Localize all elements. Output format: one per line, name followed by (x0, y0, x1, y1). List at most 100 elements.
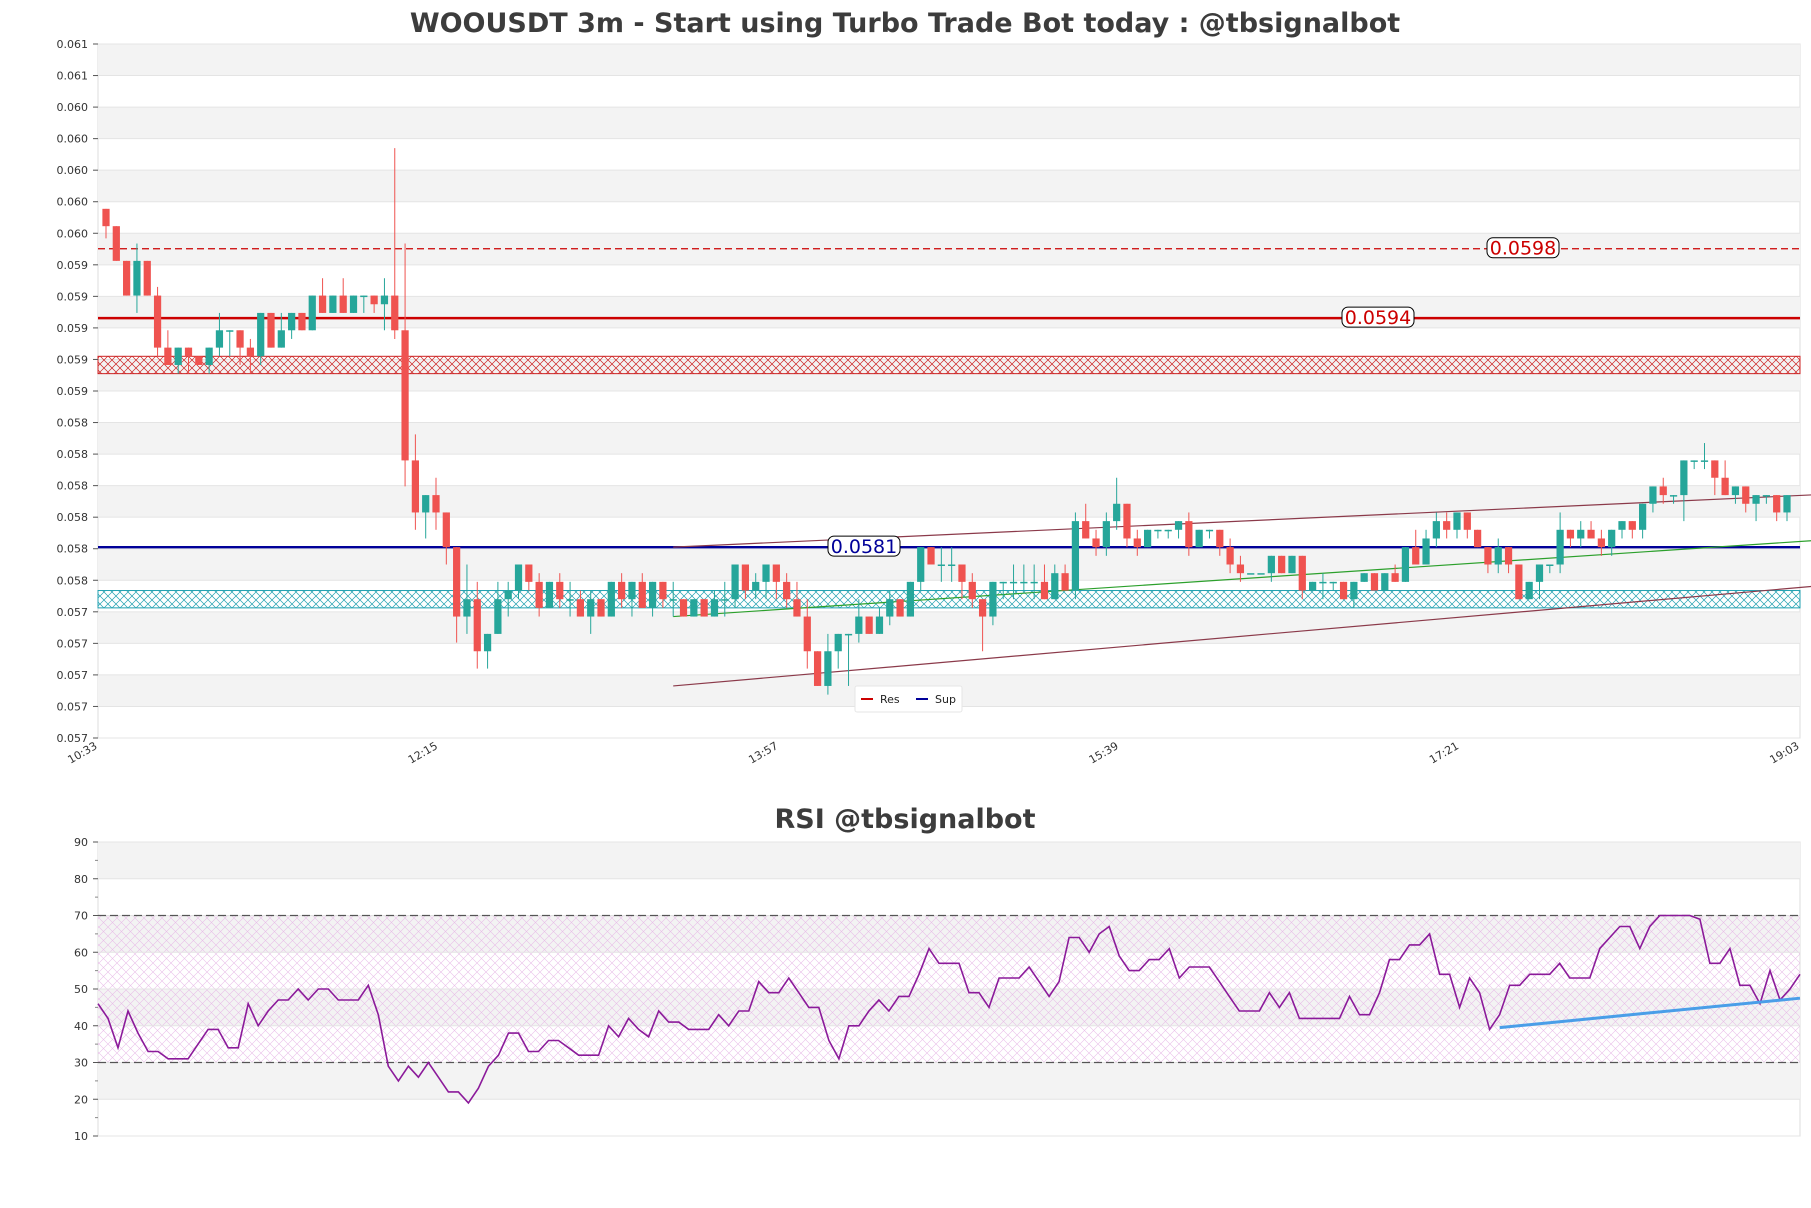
candle-up (1618, 521, 1626, 530)
candle-up (731, 564, 739, 600)
candle-down (236, 330, 244, 348)
candle-up (824, 651, 832, 686)
channel-upper-line (673, 494, 1811, 548)
price-y-tick-label: 0.058 (57, 417, 89, 430)
candle-down (143, 260, 151, 296)
res-zone (97, 355, 1801, 375)
candle-up (349, 295, 358, 313)
candle-up (1329, 581, 1337, 584)
candle-down (556, 581, 564, 600)
price-x-tick-label: 17:21 (1427, 739, 1461, 766)
candle-down (1391, 573, 1399, 582)
candle-down (1061, 573, 1069, 591)
legend: Res Sup (854, 685, 963, 713)
candle-up (875, 616, 884, 634)
candle-up (215, 330, 224, 348)
rsi-line (97, 914, 1801, 1105)
level-label-box (827, 535, 901, 557)
candle-down (927, 547, 935, 565)
price-y-tick-label: 0.059 (57, 385, 89, 398)
price-y-tick-label: 0.059 (57, 259, 89, 272)
level-label-res: 0.0594 (1345, 307, 1411, 329)
candle-up (690, 599, 698, 617)
candle-down (865, 616, 873, 634)
sup-zone (97, 590, 1801, 609)
candle-down (246, 347, 254, 357)
rsi-y-tick-label: 50 (74, 983, 88, 996)
candle-up (1752, 495, 1760, 504)
price-y-tick-label: 0.059 (57, 322, 89, 335)
candle-up (504, 590, 512, 600)
candle-down (1040, 581, 1049, 600)
candle-up (752, 581, 760, 591)
candle-down (391, 295, 399, 331)
rsi-y-tick-label: 10 (74, 1130, 88, 1143)
candle-up (1020, 581, 1028, 584)
candle-down (618, 581, 626, 600)
candle-down (1474, 529, 1482, 548)
price-y-tick-label: 0.058 (57, 543, 89, 556)
price-y-tick-label: 0.060 (57, 196, 89, 209)
level-label-box (1486, 237, 1560, 259)
price-y-tick-label: 0.058 (57, 511, 89, 524)
candle-down (1597, 538, 1605, 548)
candle-down (267, 312, 275, 348)
candle-down (1185, 521, 1193, 548)
candle-down (1339, 581, 1348, 600)
candle-up (308, 295, 316, 331)
level-label-res: 0.0598 (1490, 238, 1556, 260)
candle-up (917, 547, 925, 582)
candle-up (1071, 521, 1080, 591)
rsi-y-tick-label: 40 (74, 1020, 88, 1033)
price-chart-title: WOOUSDT 3m - Start using Turbo Trade Bot… (410, 8, 1400, 39)
rsi-y-tick-label: 90 (74, 836, 88, 849)
candle-down (659, 581, 667, 600)
candle-up (1453, 512, 1461, 530)
candle-up (1525, 581, 1533, 600)
candle-up (762, 564, 770, 582)
candle-up (628, 581, 636, 600)
candle-down (535, 581, 543, 608)
candle-down (1659, 486, 1667, 496)
price-y-tick-label: 0.061 (57, 70, 89, 83)
candle-down (813, 651, 822, 686)
candle-down (793, 599, 801, 617)
price-grid-band (98, 170, 1800, 202)
candle-up (989, 581, 997, 617)
price-x-tick-label: 12:15 (406, 739, 440, 766)
candle-down (298, 312, 306, 331)
legend-res-label: Res (880, 693, 900, 706)
rsi-grid-band (98, 1062, 1800, 1100)
candle-down (1711, 460, 1719, 478)
candle-down (978, 599, 987, 617)
price-y-tick-label: 0.057 (57, 606, 89, 619)
candle-up (1535, 564, 1544, 582)
level-label-sup: 0.0581 (831, 536, 897, 558)
candle-up (463, 599, 471, 617)
candle-up (1113, 503, 1121, 522)
candle-up (587, 599, 595, 617)
price-channel (673, 494, 1811, 687)
candle-down (1298, 555, 1306, 591)
candle-down (453, 547, 461, 617)
candle-down (153, 295, 162, 348)
candle-up (721, 599, 729, 601)
candle-down (1278, 555, 1286, 574)
candle-down (432, 495, 440, 513)
candle-down (164, 347, 172, 365)
candle-up (1381, 573, 1389, 591)
candle-up (844, 633, 853, 636)
candle-up (1639, 503, 1647, 530)
candle-up (380, 295, 389, 305)
candle-down (1587, 529, 1595, 539)
candle-up (1308, 581, 1317, 591)
candle-up (174, 347, 182, 365)
candle-up (566, 599, 574, 601)
candle-up (1205, 529, 1214, 532)
candle-up (1422, 538, 1430, 565)
legend-box (854, 685, 963, 713)
candle-up (1143, 529, 1152, 548)
rsi-y-tick-label: 80 (74, 873, 88, 886)
candle-up (999, 581, 1007, 584)
